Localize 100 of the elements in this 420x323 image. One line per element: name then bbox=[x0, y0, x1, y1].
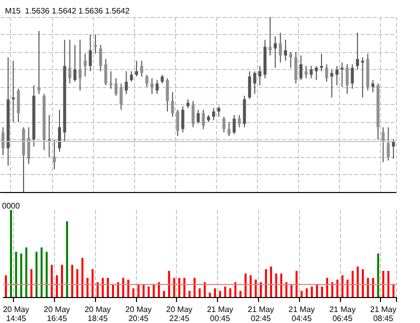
bar bbox=[96, 282, 99, 297]
bar bbox=[76, 269, 78, 297]
x-tick-label: 20 May 14:45 bbox=[2, 305, 30, 323]
candlestick bbox=[294, 52, 298, 84]
x-tick-label: 21 May 00:45 bbox=[206, 305, 234, 323]
bar bbox=[377, 254, 380, 297]
bar bbox=[250, 275, 252, 297]
bar bbox=[352, 270, 354, 297]
bar bbox=[296, 270, 298, 297]
bar bbox=[168, 270, 170, 297]
candlestick bbox=[330, 69, 334, 98]
bar bbox=[4, 275, 7, 297]
bar bbox=[25, 247, 28, 297]
bar bbox=[326, 278, 328, 297]
candlestick bbox=[274, 36, 277, 68]
bar bbox=[306, 288, 308, 297]
candlestick bbox=[350, 64, 354, 90]
candlestick bbox=[176, 109, 180, 136]
candlestick bbox=[37, 30, 40, 94]
x-tick-label: 21 May 06:45 bbox=[329, 305, 356, 323]
bar bbox=[60, 264, 63, 297]
bar bbox=[127, 280, 130, 297]
candlestick bbox=[320, 53, 324, 72]
candlestick bbox=[304, 66, 308, 79]
candlestick bbox=[27, 126, 30, 164]
candlestick bbox=[268, 16, 272, 56]
candlestick bbox=[325, 64, 328, 82]
bar bbox=[50, 264, 53, 297]
bar bbox=[86, 278, 88, 297]
x-tick-label: 20 May 20:45 bbox=[125, 305, 152, 323]
bar bbox=[285, 282, 288, 297]
bar bbox=[275, 274, 278, 297]
candlestick bbox=[140, 60, 144, 77]
bar bbox=[71, 264, 74, 297]
bar bbox=[106, 278, 109, 297]
candlestick bbox=[78, 39, 82, 91]
candlestick bbox=[58, 109, 62, 152]
bar bbox=[132, 288, 134, 297]
bar bbox=[224, 286, 226, 297]
bar bbox=[356, 266, 359, 297]
bar bbox=[372, 278, 374, 297]
candlestick bbox=[73, 44, 76, 82]
bar bbox=[392, 284, 394, 297]
bar bbox=[341, 275, 344, 297]
bar bbox=[321, 286, 324, 297]
bar bbox=[183, 278, 186, 297]
bar bbox=[194, 278, 196, 297]
candlestick bbox=[192, 100, 195, 128]
bar bbox=[387, 270, 390, 297]
bar bbox=[178, 278, 180, 297]
bar bbox=[336, 280, 338, 297]
bar bbox=[20, 254, 22, 297]
bar bbox=[280, 274, 282, 297]
candlestick bbox=[212, 108, 216, 121]
candlestick bbox=[12, 60, 15, 122]
candlestick bbox=[222, 116, 226, 133]
bar bbox=[229, 288, 232, 297]
bar bbox=[162, 290, 165, 297]
bar bbox=[56, 275, 58, 297]
candlestick bbox=[16, 88, 20, 122]
chart-title: M15 1.5636 1.5642 1.5636 1.5642 bbox=[5, 6, 130, 16]
x-tick-label: 21 May 02:45 bbox=[248, 305, 274, 323]
bar bbox=[142, 284, 145, 297]
candlestick bbox=[258, 66, 262, 86]
candlestick bbox=[145, 74, 148, 88]
bar bbox=[254, 280, 257, 297]
bar bbox=[208, 292, 211, 297]
x-tick-label: 21 May 04:45 bbox=[288, 305, 315, 323]
bar bbox=[204, 282, 206, 297]
bar bbox=[234, 282, 236, 297]
candlestick bbox=[84, 53, 87, 77]
bar bbox=[35, 252, 38, 297]
x-tick-label: 20 May 22:45 bbox=[166, 305, 192, 323]
bar bbox=[188, 290, 190, 297]
bar bbox=[152, 284, 155, 297]
bar bbox=[239, 290, 242, 297]
bar bbox=[331, 282, 334, 297]
candlestick bbox=[228, 122, 231, 136]
candlestick bbox=[278, 32, 282, 63]
candlestick bbox=[150, 78, 154, 94]
candlestick bbox=[217, 106, 220, 118]
bar bbox=[117, 282, 120, 297]
bar bbox=[137, 284, 140, 297]
bar bbox=[244, 274, 247, 297]
candlestick bbox=[299, 55, 302, 80]
bar bbox=[382, 270, 384, 297]
candlestick bbox=[371, 80, 374, 93]
bar bbox=[102, 278, 104, 297]
bar bbox=[66, 221, 68, 297]
bar bbox=[10, 210, 12, 297]
candlestick bbox=[253, 70, 256, 94]
candlestick bbox=[104, 58, 108, 86]
candlestick bbox=[196, 109, 200, 124]
candlestick bbox=[356, 32, 359, 70]
candlestick bbox=[314, 66, 318, 80]
bar bbox=[148, 286, 150, 297]
candlestick bbox=[166, 78, 169, 112]
bar bbox=[316, 284, 318, 297]
bar bbox=[81, 258, 84, 297]
bar bbox=[112, 284, 114, 297]
